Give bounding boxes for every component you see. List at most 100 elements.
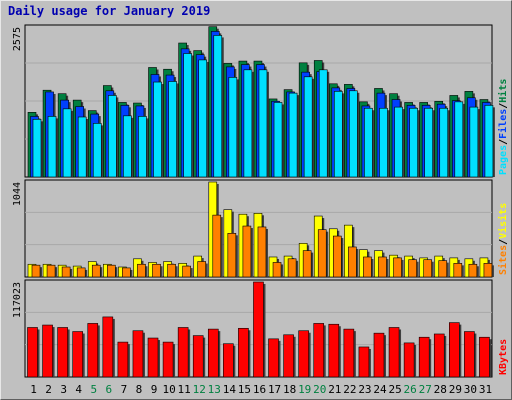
sites-bar (317, 229, 327, 278)
sites-bar (453, 263, 463, 278)
sites-bar (46, 264, 56, 278)
pages-bar (213, 35, 223, 178)
sites-bar (31, 264, 41, 278)
legend-hits-files-pages: Pages/Files/Hits (497, 79, 509, 175)
pages-bar (168, 81, 177, 178)
pages-bar (469, 106, 479, 178)
pages-bar (123, 115, 132, 178)
sites-bar (76, 267, 86, 278)
x-tick-label: 30 (464, 383, 477, 396)
kbytes-bar (207, 328, 219, 378)
kbytes-bar (373, 332, 385, 378)
kbytes-bar (433, 333, 445, 378)
x-tick-label: 29 (449, 383, 462, 396)
kbytes-bar (147, 337, 159, 378)
pages-bar (318, 69, 328, 178)
kbytes-bar (57, 327, 68, 378)
kbytes-bar (238, 327, 249, 378)
x-tick-label: 6 (106, 383, 113, 396)
x-tick-label: 3 (60, 383, 67, 396)
pages-bar (424, 107, 433, 178)
sites-bar (438, 260, 448, 278)
x-tick-label: 24 (373, 383, 387, 396)
x-tick-label: 12 (193, 383, 206, 396)
sites-bar (423, 259, 432, 278)
sites-bar (468, 263, 478, 278)
sites-bar (287, 258, 297, 278)
pages-bar (303, 76, 313, 178)
kbytes-bar (388, 327, 400, 378)
kbytes-bar (117, 341, 129, 378)
kbytes-bar (132, 330, 144, 378)
x-tick-label: 22 (343, 383, 356, 396)
sites-bar (257, 226, 267, 278)
y-max-label: 117023 (12, 282, 23, 318)
pages-bar (258, 69, 268, 178)
sites-bar (272, 262, 282, 278)
sites-bar (182, 265, 191, 278)
pages-bar (138, 116, 147, 178)
pages-bar (108, 95, 117, 178)
sites-bar (378, 256, 387, 278)
kbytes-bar (268, 338, 279, 378)
kbytes-bar (177, 327, 189, 378)
pages-bar (439, 107, 449, 178)
pages-bar (183, 53, 192, 178)
kbytes-bar (283, 334, 294, 378)
x-tick-label: 26 (404, 383, 417, 396)
kbytes-bar (72, 331, 83, 378)
legend-entry: / (498, 103, 509, 109)
legend-entry: Hits (497, 79, 509, 103)
pages-bar (349, 90, 358, 178)
x-tick-label: 2 (45, 383, 52, 396)
pages-bar (243, 69, 253, 178)
legend-kbytes: KBytes (498, 339, 509, 375)
y-max-label: 1044 (12, 182, 23, 206)
kbytes-bar (42, 324, 53, 378)
sites-bar (122, 267, 131, 278)
pages-bar (47, 116, 57, 178)
kbytes-bar (464, 331, 475, 378)
x-tick-label: 5 (90, 383, 97, 396)
sites-bar (408, 259, 417, 278)
x-tick-label: 4 (75, 383, 82, 396)
pages-bar (409, 107, 418, 178)
x-tick-label: 27 (419, 383, 432, 396)
pages-bar (273, 102, 283, 178)
sites-bar (61, 266, 71, 278)
kbytes-bar (358, 346, 370, 378)
x-tick-label: 19 (298, 383, 311, 396)
kbytes-bar (87, 323, 99, 378)
x-tick-label: 10 (162, 383, 175, 396)
pages-bar (228, 77, 238, 178)
x-tick-label: 15 (238, 383, 251, 396)
x-tick-label: 14 (223, 383, 237, 396)
legend-entry: Sites (497, 245, 509, 275)
kbytes-bar (449, 322, 460, 378)
x-tick-label: 8 (136, 383, 143, 396)
x-tick-label: 1 (30, 383, 37, 396)
pages-bar (364, 107, 373, 178)
sites-bar (348, 246, 357, 278)
x-tick-label: 17 (268, 383, 281, 396)
x-tick-label: 13 (208, 383, 221, 396)
y-max-label: 2575 (12, 27, 23, 51)
kbytes-bar (253, 281, 264, 378)
pages-bar (379, 107, 388, 178)
legend-visits-sites: Sites/Visits (497, 203, 509, 275)
sites-bar (483, 263, 493, 278)
sites-bar (212, 214, 222, 278)
pages-bar (454, 101, 464, 178)
x-tick-label: 23 (358, 383, 371, 396)
kbytes-bar (102, 316, 114, 378)
pages-bar (198, 59, 208, 178)
legend-entry: Pages (498, 145, 509, 175)
kbytes-bar (343, 328, 355, 378)
x-tick-label: 11 (178, 383, 191, 396)
sites-bar (302, 250, 312, 278)
sites-bar (197, 261, 207, 278)
kbytes-bar (223, 343, 234, 378)
sites-bar (107, 264, 116, 278)
kbytes-bar (403, 342, 415, 378)
